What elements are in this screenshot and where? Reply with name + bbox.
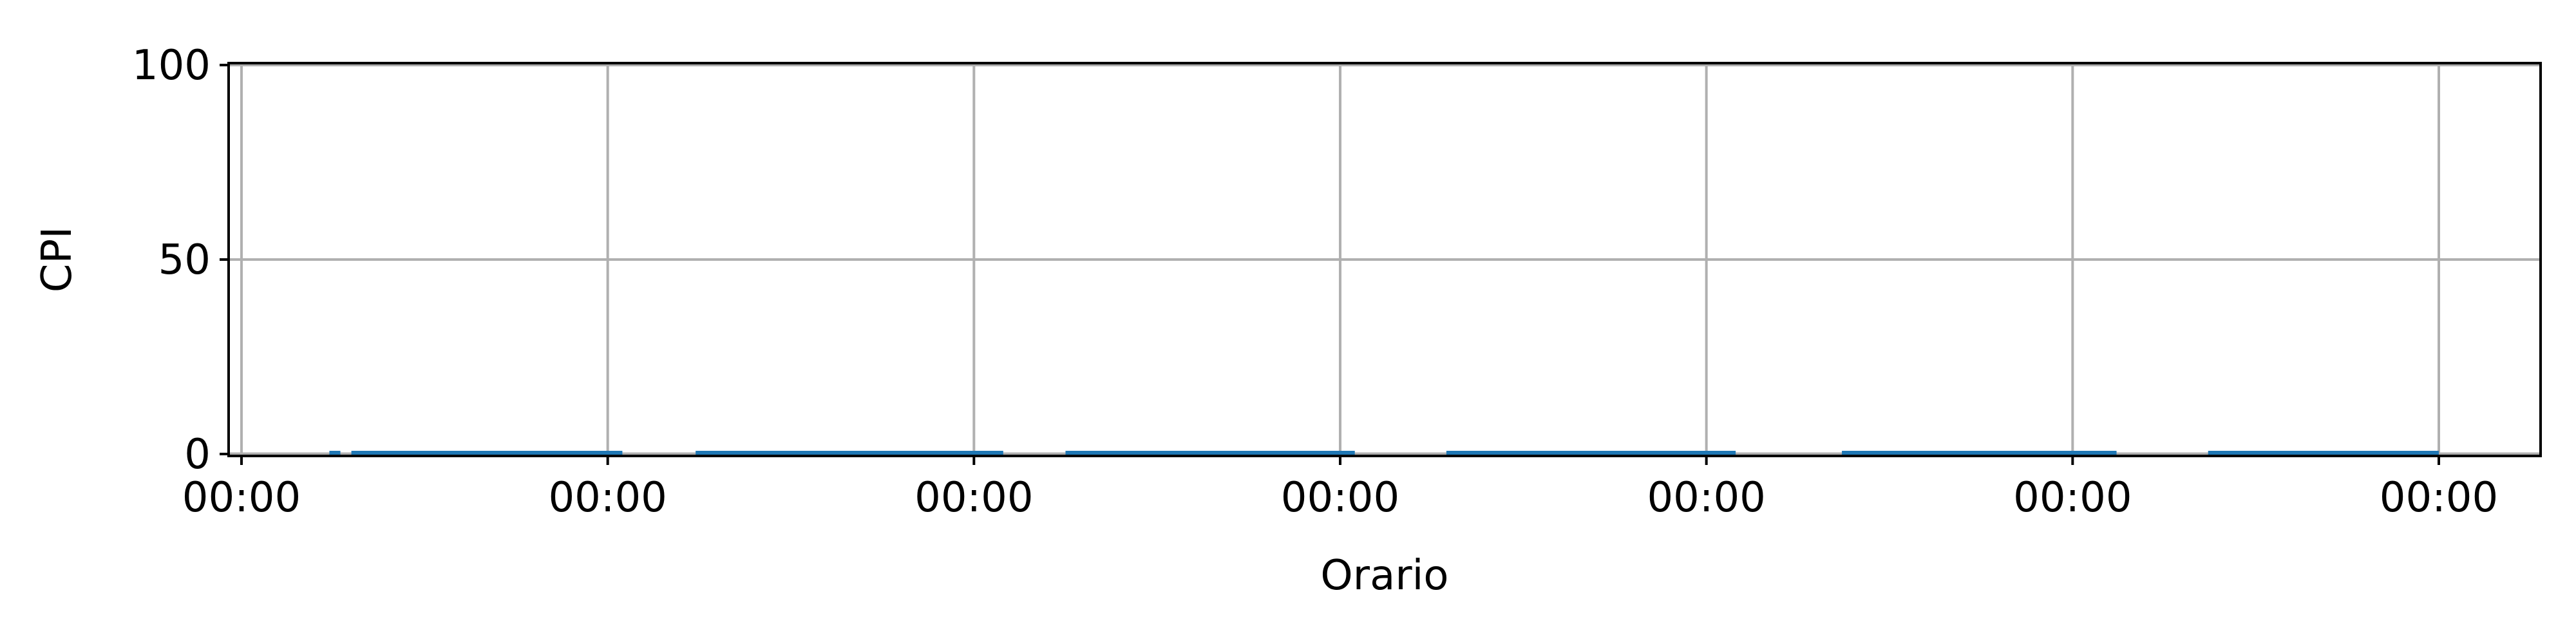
y-tick-label: 0: [184, 431, 211, 478]
x-tick-label: 00:00: [2380, 474, 2498, 522]
x-tick-label: 00:00: [1647, 474, 1765, 522]
x-tick-label: 00:00: [548, 474, 667, 522]
x-axis-label: Orario: [1320, 552, 1448, 600]
y-tick-label: 50: [158, 236, 211, 284]
x-tick-label: 00:00: [182, 474, 301, 522]
x-tick-label: 00:00: [914, 474, 1033, 522]
y-axis-ticks: 0 50 100: [132, 42, 229, 478]
y-tick-label: 100: [132, 42, 211, 90]
x-tick-label: 00:00: [1281, 474, 1399, 522]
y-axis-label: CPI: [33, 227, 81, 292]
x-tick-label: 00:00: [2013, 474, 2132, 522]
x-axis-ticks: 00:00 00:00 00:00 00:00 00:00 00:00 00:00: [182, 456, 2498, 522]
